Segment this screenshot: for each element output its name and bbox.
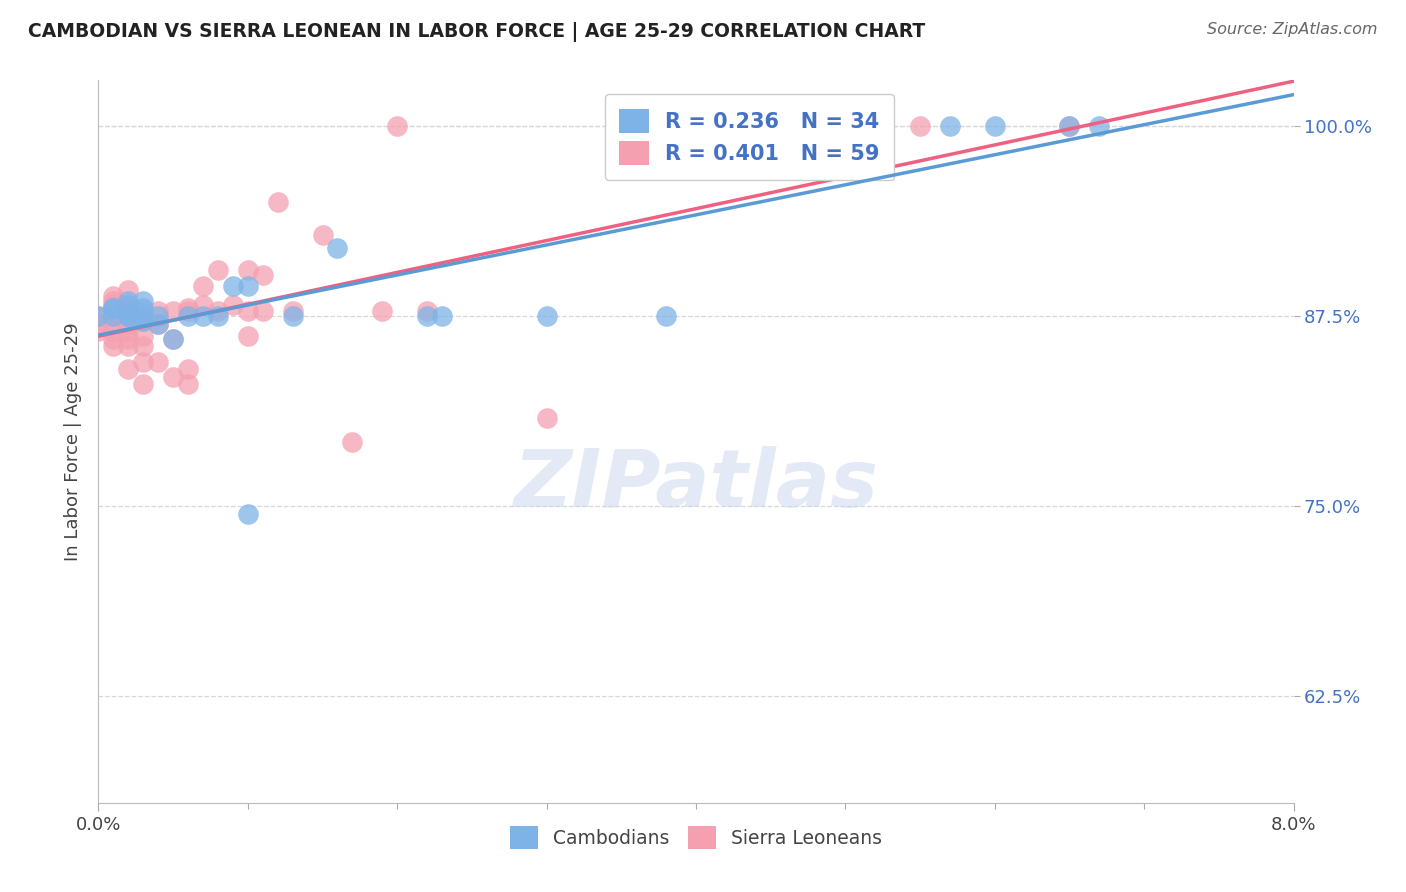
Point	[655, 309, 678, 323]
Point	[87, 309, 110, 323]
Point	[117, 304, 139, 318]
Point	[430, 309, 453, 323]
Point	[177, 362, 200, 376]
Point	[148, 317, 170, 331]
Point	[1088, 119, 1111, 133]
Point	[326, 241, 349, 255]
Point	[103, 339, 125, 353]
Point	[132, 313, 155, 327]
Point	[117, 309, 139, 323]
Point	[132, 354, 155, 368]
Point	[236, 263, 259, 277]
Point	[103, 293, 125, 308]
Point	[177, 301, 200, 316]
Legend: Cambodians, Sierra Leoneans: Cambodians, Sierra Leoneans	[501, 817, 891, 858]
Point	[191, 278, 214, 293]
Point	[132, 339, 155, 353]
Point	[103, 304, 125, 318]
Point	[132, 313, 155, 327]
Point	[117, 324, 139, 338]
Point	[117, 304, 139, 318]
Text: ZIPatlas: ZIPatlas	[513, 446, 879, 524]
Point	[191, 298, 214, 312]
Point	[311, 228, 333, 243]
Point	[281, 309, 304, 323]
Point	[385, 119, 409, 133]
Point	[132, 301, 155, 316]
Point	[207, 263, 229, 277]
Point	[117, 283, 139, 297]
Point	[207, 304, 229, 318]
Point	[132, 309, 155, 323]
Point	[103, 289, 125, 303]
Point	[103, 298, 125, 312]
Point	[236, 328, 259, 343]
Point	[162, 332, 184, 346]
Point	[236, 304, 259, 318]
Point	[655, 119, 678, 133]
Point	[132, 309, 155, 323]
Text: Source: ZipAtlas.com: Source: ZipAtlas.com	[1208, 22, 1378, 37]
Point	[132, 304, 155, 318]
Point	[236, 507, 259, 521]
Point	[416, 309, 439, 323]
Point	[222, 278, 245, 293]
Point	[984, 119, 1007, 133]
Point	[416, 304, 439, 318]
Point	[117, 293, 139, 308]
Point	[103, 332, 125, 346]
Point	[87, 309, 110, 323]
Point	[162, 370, 184, 384]
Point	[117, 309, 139, 323]
Point	[132, 293, 155, 308]
Point	[117, 298, 139, 312]
Point	[1059, 119, 1081, 133]
Point	[87, 317, 110, 331]
Point	[103, 301, 125, 316]
Text: CAMBODIAN VS SIERRA LEONEAN IN LABOR FORCE | AGE 25-29 CORRELATION CHART: CAMBODIAN VS SIERRA LEONEAN IN LABOR FOR…	[28, 22, 925, 42]
Point	[281, 304, 304, 318]
Point	[536, 309, 558, 323]
Point	[103, 324, 125, 338]
Point	[148, 354, 170, 368]
Point	[236, 278, 259, 293]
Point	[117, 309, 139, 323]
Point	[148, 309, 170, 323]
Point	[536, 411, 558, 425]
Point	[103, 309, 125, 323]
Point	[87, 324, 110, 338]
Point	[371, 304, 394, 318]
Point	[117, 298, 139, 312]
Point	[132, 328, 155, 343]
Point	[908, 119, 931, 133]
Point	[207, 309, 229, 323]
Point	[177, 377, 200, 392]
Point	[117, 339, 139, 353]
Point	[103, 317, 125, 331]
Point	[117, 362, 139, 376]
Point	[342, 435, 364, 450]
Point	[162, 332, 184, 346]
Point	[148, 317, 170, 331]
Point	[252, 268, 274, 282]
Point	[103, 301, 125, 316]
Point	[191, 309, 214, 323]
Point	[117, 332, 139, 346]
Point	[177, 309, 200, 323]
Point	[117, 317, 139, 331]
Point	[222, 298, 245, 312]
Point	[252, 304, 274, 318]
Point	[655, 119, 678, 133]
Point	[162, 304, 184, 318]
Point	[103, 309, 125, 323]
Point	[939, 119, 962, 133]
Point	[267, 194, 290, 209]
Point	[177, 304, 200, 318]
Point	[1059, 119, 1081, 133]
Y-axis label: In Labor Force | Age 25-29: In Labor Force | Age 25-29	[63, 322, 82, 561]
Point	[103, 301, 125, 316]
Point	[132, 377, 155, 392]
Point	[148, 304, 170, 318]
